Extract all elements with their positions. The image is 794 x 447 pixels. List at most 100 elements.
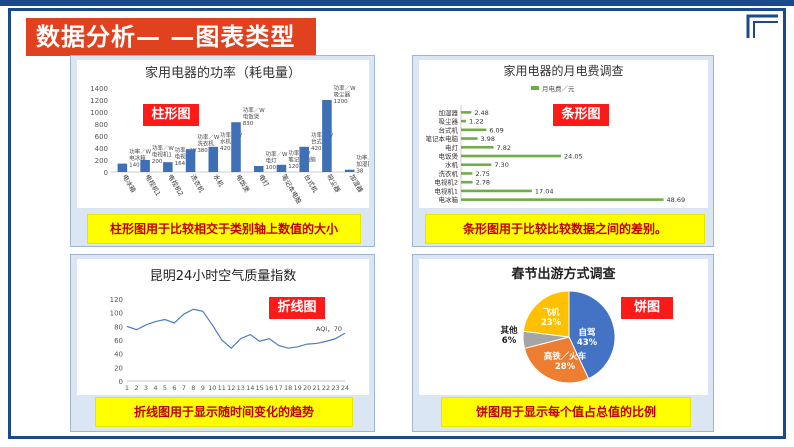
bar-column bbox=[322, 100, 332, 172]
hbar-data-label: 7.82 bbox=[497, 144, 511, 152]
pie-chart-area: 春节出游方式调查 自驾 43% 高铁／火车 28% 其他 6% 飞机 23% bbox=[419, 259, 708, 395]
bar-data-label: 台式机 bbox=[311, 137, 328, 145]
bar-data-label: 电视机2 bbox=[175, 153, 195, 161]
pie-chart-title: 春节出游方式调查 bbox=[511, 267, 616, 282]
bar-data-label: 164 bbox=[175, 161, 186, 167]
hbar-chart-area: 家用电器的月电费调查 月电费／元 加湿器 2.48 吸尘器 1.22 台式机 6.09 笔记本… bbox=[419, 60, 708, 208]
hbar-category-label: 加湿器 bbox=[439, 108, 459, 117]
bar-column bbox=[140, 160, 150, 172]
line-end-label: AQI，70 bbox=[316, 325, 342, 333]
hbar-bar bbox=[461, 198, 664, 201]
pie-slice-percent: 43% bbox=[577, 338, 598, 348]
bar-data-label: 功率／W bbox=[243, 106, 266, 114]
hbar-data-label: 7.30 bbox=[494, 161, 508, 169]
hbar-data-label: 1.22 bbox=[469, 118, 483, 126]
bar-data-label: 38 bbox=[356, 169, 363, 175]
line-y-tick-label: 80 bbox=[114, 323, 123, 331]
hbar-legend-swatch bbox=[531, 86, 539, 90]
bar-category-label: 洗衣机 bbox=[189, 173, 207, 195]
line-chart-area: 昆明24小时空气质量指数 0 20 40 60 80 100 120 1 2 3 4 5 6 7 8 9 10 1… bbox=[77, 259, 369, 395]
pie-chart-caption: 饼图用于显示每个值占总值的比例 bbox=[441, 397, 691, 427]
line-y-tick-label: 120 bbox=[110, 296, 123, 304]
hbar-bar bbox=[461, 163, 492, 167]
line-x-tick-label: 5 bbox=[163, 384, 167, 392]
title-banner bbox=[26, 18, 316, 56]
bar-data-label: 功率／W bbox=[356, 154, 369, 162]
bar-data-label: 830 bbox=[243, 121, 254, 127]
pie-slice-name: 自驾 bbox=[578, 327, 595, 338]
hbar-bar bbox=[461, 128, 487, 132]
bar-column bbox=[253, 166, 264, 172]
line-x-tick-label: 8 bbox=[191, 384, 195, 392]
bar-y-tick-label: 0 bbox=[104, 169, 108, 177]
bar-data-label: 420 bbox=[311, 146, 322, 152]
pie-chart-panel: 春节出游方式调查 自驾 43% 高铁／火车 28% 其他 6% 飞机 23% 饼图 饼图用于显… bbox=[412, 254, 714, 432]
line-chart-panel: 昆明24小时空气质量指数 0 20 40 60 80 100 120 1 2 3 4 5 6 7 8 9 10 1… bbox=[70, 254, 375, 432]
line-x-tick-label: 20 bbox=[303, 384, 311, 392]
line-x-tick-label: 19 bbox=[293, 384, 301, 392]
bar-data-label: 吸尘器 bbox=[334, 91, 351, 99]
bar-chart-area: 家用电器的功率（耗电量） 0 200 400 600 800 1000 1200 1400 电冰… bbox=[77, 60, 369, 208]
hbar-data-label: 2.75 bbox=[475, 170, 489, 178]
bar-y-tick-label: 1000 bbox=[90, 109, 108, 117]
bar-data-label: 电视机1 bbox=[152, 151, 172, 159]
line-x-tick-label: 22 bbox=[322, 384, 330, 392]
bar-category-label: 电饭煲 bbox=[234, 173, 252, 195]
hbar-category-label: 电饭煲 bbox=[439, 152, 459, 161]
bar-column bbox=[163, 162, 173, 172]
bar-data-label: 加湿器 bbox=[356, 160, 369, 168]
bar-data-label: 功率／W bbox=[129, 148, 152, 156]
line-x-tick-label: 3 bbox=[144, 384, 148, 392]
bar-category-label: 水机 bbox=[212, 173, 227, 189]
line-chart-title: 昆明24小时空气质量指数 bbox=[149, 269, 297, 284]
line-x-tick-label: 24 bbox=[341, 384, 349, 392]
bar-category-label: 台式机 bbox=[302, 173, 320, 195]
bar-y-tick-label: 200 bbox=[95, 157, 108, 165]
line-chart-tag: 折线图 bbox=[269, 297, 325, 319]
pie-slice-name: 飞机 bbox=[542, 307, 560, 318]
pie-slice bbox=[568, 290, 616, 380]
bar-category-label: 电视机2 bbox=[166, 173, 186, 198]
pie-slice bbox=[522, 290, 570, 338]
line-x-tick-label: 11 bbox=[218, 384, 226, 392]
hbar-chart-tag: 条形图 bbox=[553, 104, 609, 126]
hbar-bar bbox=[461, 154, 562, 158]
bar-category-label: 电冰箱 bbox=[121, 173, 139, 195]
bar-data-label: 200 bbox=[152, 159, 163, 165]
hbar-bar bbox=[461, 119, 467, 123]
slide-title: 数据分析— —图表类型 bbox=[36, 23, 296, 51]
line-x-tick-label: 15 bbox=[256, 384, 264, 392]
hbar-bar bbox=[461, 145, 494, 149]
hbar-chart-caption: 条形图用于比较比较数据之间的差别。 bbox=[425, 214, 705, 244]
bar-data-label: 140 bbox=[129, 163, 140, 169]
bar-column bbox=[231, 122, 241, 172]
bar-category-label: 电灯 bbox=[257, 173, 272, 189]
bar-data-label: 功率／W bbox=[152, 144, 175, 152]
bar-chart-tag: 柱形图 bbox=[143, 104, 199, 126]
bar-data-label: 功率／W bbox=[266, 150, 289, 158]
hbar-category-label: 电视机2 bbox=[434, 178, 458, 187]
line-x-tick-label: 9 bbox=[201, 384, 205, 392]
hbar-data-label: 2.48 bbox=[474, 109, 488, 117]
line-y-tick-label: 20 bbox=[114, 364, 123, 372]
hbar-category-label: 洗衣机 bbox=[439, 169, 459, 178]
pie-slice-percent: 23% bbox=[541, 318, 562, 328]
bar-column bbox=[208, 146, 219, 172]
bar-chart-caption: 柱形图用于比较相交于类别轴上数值的大小 bbox=[87, 214, 361, 244]
bar-chart: 0200400600800100012001400电冰箱功率／W电冰箱140电视… bbox=[90, 84, 369, 206]
bar-data-label: 380 bbox=[197, 148, 208, 154]
bar-category-label: 加湿器 bbox=[348, 173, 366, 195]
bar-data-label: 水机 bbox=[220, 137, 232, 145]
line-x-tick-label: 7 bbox=[182, 384, 186, 392]
line-y-tick-label: 100 bbox=[110, 310, 123, 318]
hbar-category-label: 笔记本电脑 bbox=[426, 134, 459, 143]
line-x-tick-label: 16 bbox=[265, 384, 273, 392]
hbar-data-label: 2.78 bbox=[476, 179, 490, 187]
hbar-category-label: 水机 bbox=[445, 160, 459, 169]
line-x-tick-label: 21 bbox=[312, 384, 320, 392]
hbar-data-label: 3.98 bbox=[481, 135, 495, 143]
hbar-bar bbox=[461, 172, 473, 175]
pie-slice-percent: 6% bbox=[502, 336, 517, 346]
